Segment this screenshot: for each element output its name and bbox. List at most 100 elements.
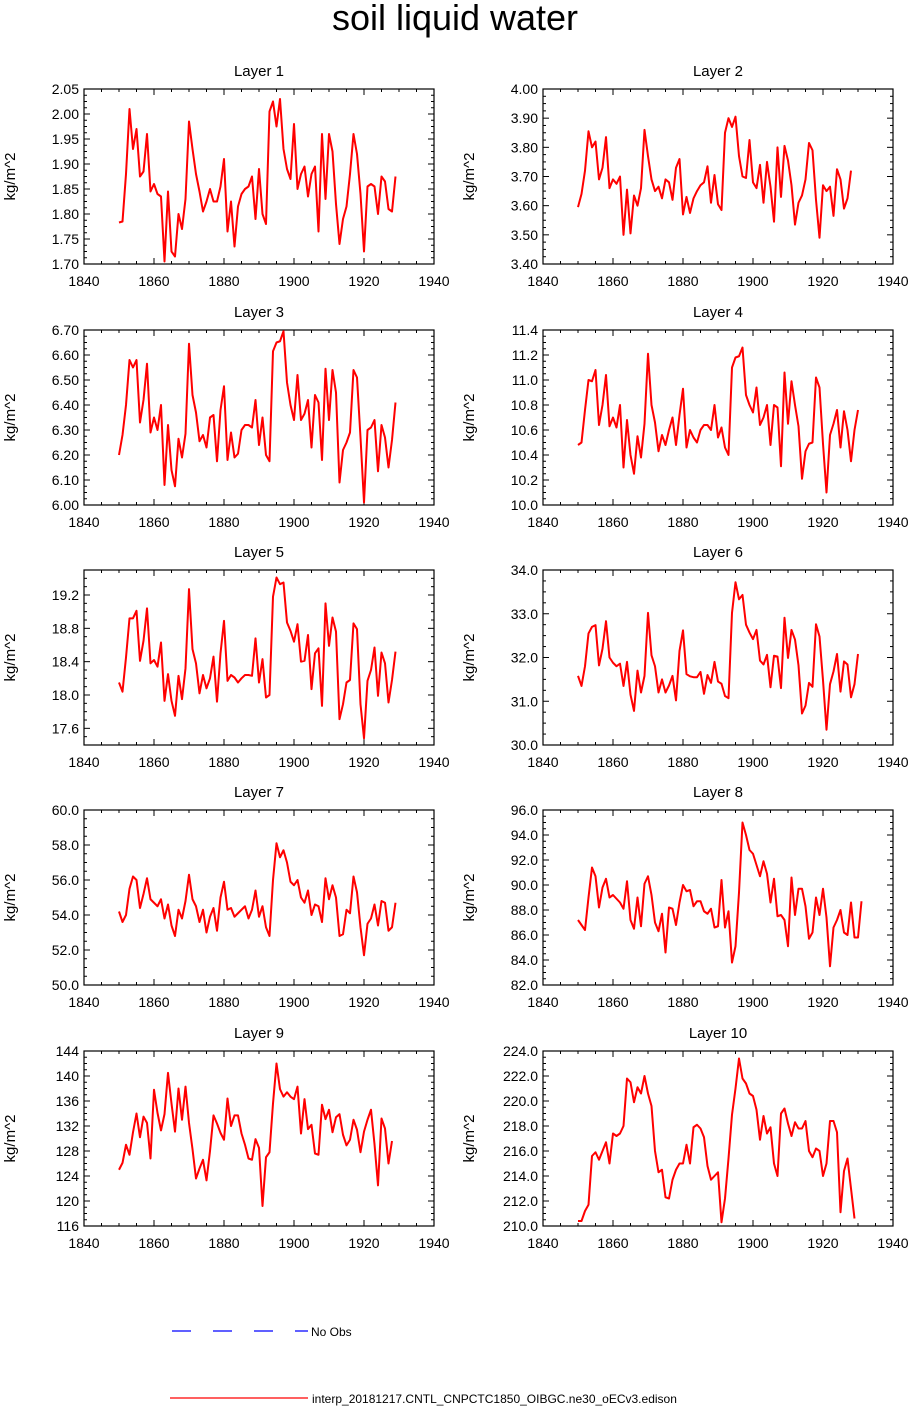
y-tick-label: 220.0 xyxy=(503,1093,538,1109)
y-axis-label: kg/m^2 xyxy=(2,153,19,201)
y-tick-label: 6.10 xyxy=(52,472,79,488)
y-tick-label: 6.40 xyxy=(52,397,79,413)
x-tick-label: 1920 xyxy=(348,514,379,530)
y-tick-label: 96.0 xyxy=(511,802,538,818)
x-tick-label: 1900 xyxy=(278,994,309,1010)
y-tick-label: 4.00 xyxy=(511,81,538,97)
x-tick-label: 1900 xyxy=(278,514,309,530)
y-tick-label: 17.6 xyxy=(52,720,79,736)
chart-layer-2: Layer 2 kg/m^2 1840 1860 1880 1900 1920 1940 3.4… xyxy=(461,63,909,289)
y-tick-label: 31.0 xyxy=(511,693,538,709)
x-tick-label: 1860 xyxy=(597,1235,628,1251)
y-tick-label: 124 xyxy=(56,1168,80,1184)
y-axis-label: kg/m^2 xyxy=(2,874,19,922)
x-tick-label: 1880 xyxy=(667,754,698,770)
plot-frame xyxy=(542,569,894,746)
legend-obs-label: No Obs xyxy=(311,1325,352,1339)
x-tick-label: 1900 xyxy=(737,273,768,289)
x-tick-label: 1880 xyxy=(667,273,698,289)
x-tick-label: 1940 xyxy=(418,514,449,530)
y-tick-label: 19.2 xyxy=(52,587,79,603)
x-tick-label: 1900 xyxy=(278,273,309,289)
x-tick-label: 1860 xyxy=(138,514,169,530)
y-tick-label: 128 xyxy=(56,1143,80,1159)
x-tick-label: 1880 xyxy=(667,514,698,530)
y-tick-label: 3.50 xyxy=(511,227,538,243)
x-tick-label: 1880 xyxy=(208,273,239,289)
y-tick-label: 1.95 xyxy=(52,131,79,147)
x-tick-label: 1840 xyxy=(527,754,558,770)
series-line xyxy=(577,346,859,494)
y-tick-label: 11.0 xyxy=(512,372,538,388)
x-tick-label: 1920 xyxy=(348,1235,379,1251)
x-tick-label: 1940 xyxy=(418,994,449,1010)
x-tick-label: 1840 xyxy=(68,514,99,530)
y-tick-label: 224.0 xyxy=(503,1043,538,1059)
y-tick-label: 132 xyxy=(56,1118,80,1134)
x-tick-label: 1920 xyxy=(348,273,379,289)
y-tick-label: 6.60 xyxy=(52,347,79,363)
series-line xyxy=(118,842,397,957)
x-tick-label: 1860 xyxy=(138,1235,169,1251)
y-tick-label: 120 xyxy=(56,1193,80,1209)
plot-frame xyxy=(542,329,894,506)
y-tick-label: 50.0 xyxy=(52,977,79,993)
y-tick-label: 3.90 xyxy=(511,110,538,126)
y-tick-label: 214.0 xyxy=(503,1168,538,1184)
panel-title: Layer 2 xyxy=(693,63,743,80)
panels: Layer 1 kg/m^2 1840 1860 1880 1900 1920 1940 1.7… xyxy=(2,63,909,1251)
plot-frame xyxy=(83,1050,435,1227)
y-tick-label: 86.0 xyxy=(511,927,538,943)
y-tick-label: 116 xyxy=(57,1218,80,1234)
x-tick-label: 1840 xyxy=(527,273,558,289)
panel-title: Layer 4 xyxy=(693,304,743,321)
y-axis-label: kg/m^2 xyxy=(2,394,19,442)
y-axis-label: kg/m^2 xyxy=(461,394,478,442)
x-tick-label: 1900 xyxy=(737,1235,768,1251)
y-tick-label: 212.0 xyxy=(503,1193,538,1209)
panel-title: Layer 5 xyxy=(234,544,284,561)
series-line xyxy=(577,821,863,968)
y-tick-label: 10.4 xyxy=(511,447,538,463)
x-tick-label: 1880 xyxy=(667,1235,698,1251)
x-tick-label: 1940 xyxy=(418,1235,449,1251)
y-tick-label: 56.0 xyxy=(52,872,79,888)
y-tick-label: 33.0 xyxy=(511,606,538,622)
plot-frame xyxy=(83,809,435,986)
plot-frame xyxy=(83,329,435,506)
panel-title: Layer 3 xyxy=(234,304,284,321)
x-tick-label: 1940 xyxy=(418,754,449,770)
y-tick-label: 52.0 xyxy=(52,942,79,958)
y-tick-label: 84.0 xyxy=(511,952,538,968)
x-tick-label: 1840 xyxy=(68,273,99,289)
x-tick-label: 1940 xyxy=(877,1235,908,1251)
y-tick-label: 18.4 xyxy=(52,654,79,670)
series-line xyxy=(577,115,852,239)
x-tick-label: 1840 xyxy=(527,1235,558,1251)
x-tick-label: 1840 xyxy=(68,754,99,770)
x-tick-label: 1920 xyxy=(807,273,838,289)
y-axis-label: kg/m^2 xyxy=(461,874,478,922)
x-tick-label: 1900 xyxy=(278,1235,309,1251)
y-axis-label: kg/m^2 xyxy=(2,1115,19,1163)
x-tick-label: 1860 xyxy=(597,994,628,1010)
y-tick-label: 3.70 xyxy=(511,169,538,185)
y-tick-label: 216.0 xyxy=(503,1143,538,1159)
x-tick-label: 1920 xyxy=(807,514,838,530)
y-tick-label: 90.0 xyxy=(511,877,538,893)
x-tick-label: 1920 xyxy=(807,754,838,770)
y-tick-label: 222.0 xyxy=(503,1068,538,1084)
y-tick-label: 10.0 xyxy=(511,497,538,513)
y-tick-label: 140 xyxy=(56,1068,80,1084)
y-tick-label: 1.80 xyxy=(52,206,79,222)
y-tick-label: 6.20 xyxy=(52,447,79,463)
x-tick-label: 1840 xyxy=(527,514,558,530)
panel-title: Layer 8 xyxy=(693,784,743,801)
y-tick-label: 18.0 xyxy=(52,687,79,703)
x-tick-label: 1860 xyxy=(138,994,169,1010)
panel-title: Layer 6 xyxy=(693,544,743,561)
y-tick-label: 10.8 xyxy=(511,397,538,413)
y-tick-label: 58.0 xyxy=(52,837,79,853)
y-tick-label: 144 xyxy=(56,1043,80,1059)
x-tick-label: 1880 xyxy=(208,1235,239,1251)
